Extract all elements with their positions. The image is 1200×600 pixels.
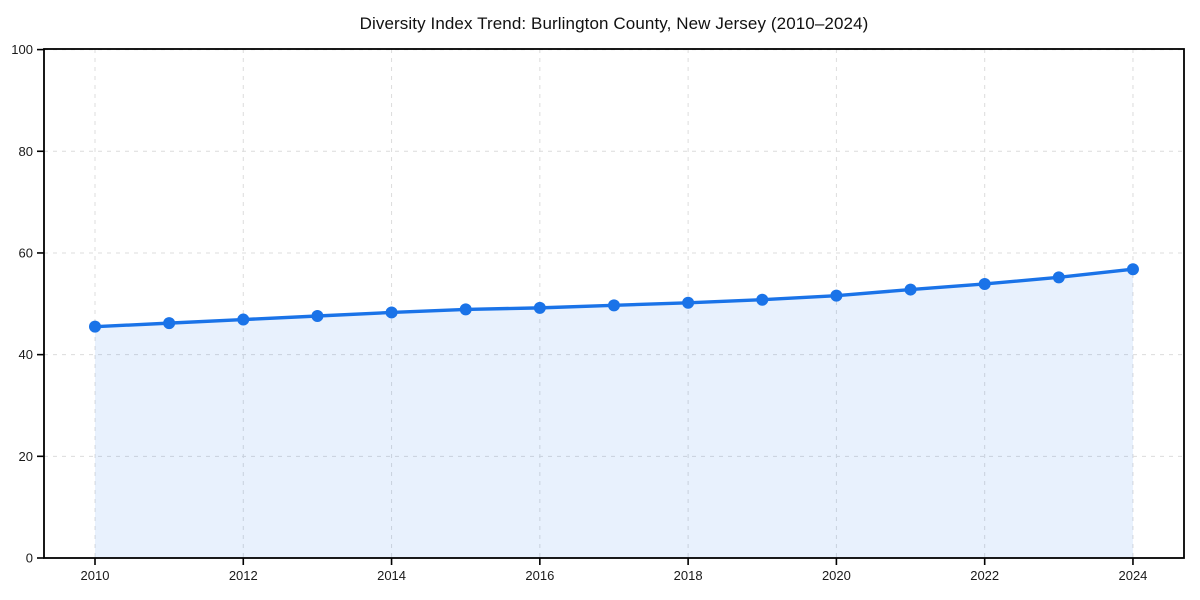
x-tick-label-2014: 2014 xyxy=(377,568,406,583)
data-point-2013 xyxy=(311,310,324,323)
data-point-2012 xyxy=(237,313,250,326)
y-tick-label-80: 80 xyxy=(19,144,33,159)
data-point-2015 xyxy=(459,303,472,316)
x-tick-label-2020: 2020 xyxy=(822,568,851,583)
y-tick-label-20: 20 xyxy=(19,449,33,464)
x-tick-label-2016: 2016 xyxy=(525,568,554,583)
y-tick-label-60: 60 xyxy=(19,245,33,260)
data-point-2023 xyxy=(1052,271,1065,284)
y-tick-label-100: 100 xyxy=(11,42,33,57)
area-fill xyxy=(95,269,1133,558)
x-tick-label-2010: 2010 xyxy=(81,568,110,583)
data-point-2010 xyxy=(89,320,101,333)
chart-title: Diversity Index Trend: Burlington County… xyxy=(359,14,869,33)
plot-border xyxy=(43,48,1185,559)
data-point-2011 xyxy=(163,317,176,330)
data-point-2016 xyxy=(533,301,546,314)
data-point-2018 xyxy=(682,296,695,309)
x-tick-label-2018: 2018 xyxy=(674,568,703,583)
data-point-2019 xyxy=(756,293,769,306)
data-point-2024 xyxy=(1126,263,1139,276)
data-point-2021 xyxy=(904,283,917,296)
y-tick-label-0: 0 xyxy=(26,551,33,566)
data-point-2020 xyxy=(830,289,843,302)
data-point-2017 xyxy=(607,299,620,312)
data-point-2014 xyxy=(385,306,398,319)
x-tick-label-2024: 2024 xyxy=(1118,568,1147,583)
data-point-2022 xyxy=(978,277,991,290)
y-tick-label-40: 40 xyxy=(19,347,33,362)
x-tick-label-2012: 2012 xyxy=(229,568,258,583)
x-tick-label-2022: 2022 xyxy=(970,568,999,583)
